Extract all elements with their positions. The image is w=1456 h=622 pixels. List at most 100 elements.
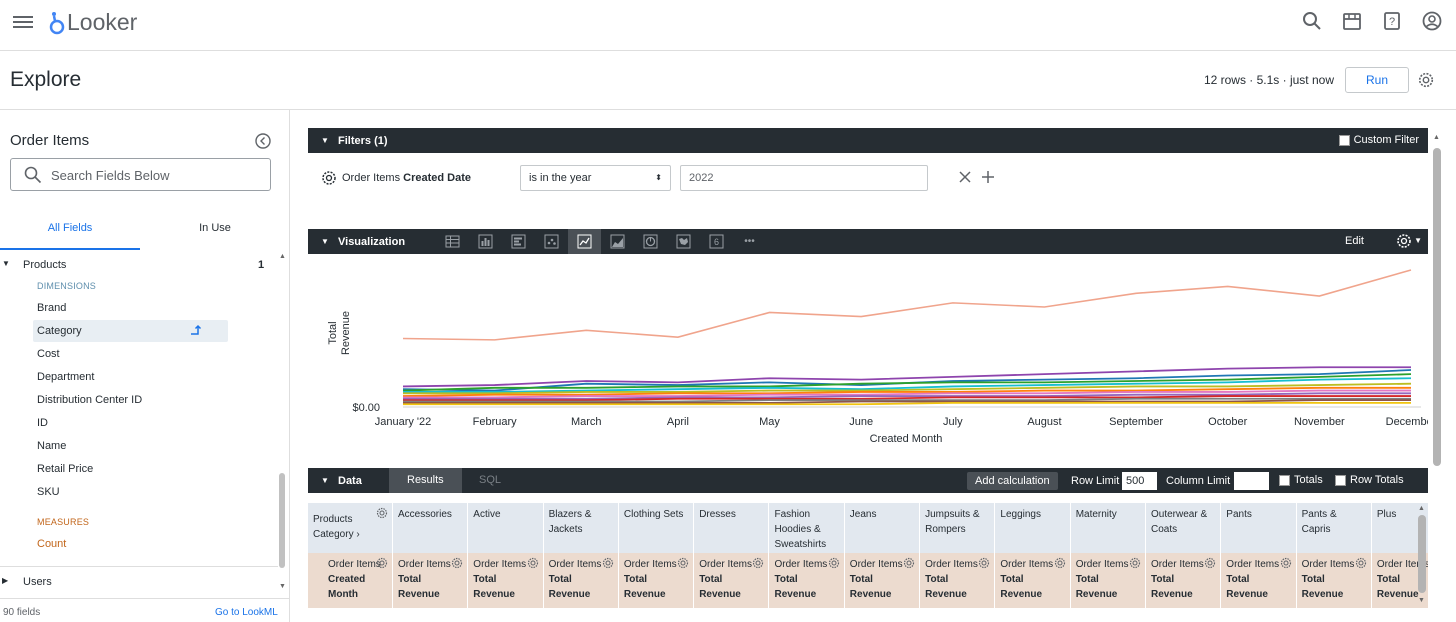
series-line[interactable]: [403, 399, 1411, 404]
pivot-column-header[interactable]: Pants: [1221, 503, 1297, 553]
scroll-thumb[interactable]: [279, 473, 285, 568]
scroll-thumb[interactable]: [1433, 148, 1441, 466]
column-gear-icon[interactable]: [1280, 557, 1292, 569]
view-group-products[interactable]: ▼ Products 1: [0, 256, 278, 276]
view-group-users[interactable]: ▶ Users: [0, 573, 278, 593]
measure-header-cell[interactable]: Order Items Total Revenue: [468, 553, 544, 608]
column-gear-icon[interactable]: [376, 557, 388, 569]
pivot-column-header[interactable]: Blazers & Jackets: [544, 503, 619, 553]
run-button[interactable]: Run: [1345, 67, 1409, 93]
add-filter-icon[interactable]: [981, 170, 995, 184]
viz-area-icon[interactable]: [601, 229, 634, 254]
field-id[interactable]: ID: [37, 417, 48, 429]
column-gear-icon[interactable]: [1054, 557, 1066, 569]
collapse-sidebar-icon[interactable]: [255, 133, 271, 149]
add-calculation-button[interactable]: Add calculation: [967, 472, 1058, 490]
measure-header-cell[interactable]: Order Items Total Revenue: [1297, 553, 1372, 608]
field-cost[interactable]: Cost: [37, 348, 60, 360]
viz-column-icon[interactable]: [469, 229, 502, 254]
measure-header-cell[interactable]: Order Items Total Revenue: [544, 553, 619, 608]
main-scrollbar[interactable]: ▲: [1433, 134, 1441, 470]
pivot-column-header[interactable]: Leggings: [995, 503, 1071, 553]
scroll-up-icon[interactable]: ▲: [1418, 505, 1425, 512]
field-department[interactable]: Department: [37, 371, 95, 383]
field-brand[interactable]: Brand: [37, 302, 67, 314]
measure-header-cell[interactable]: Order Items Total Revenue: [845, 553, 921, 608]
viz-edit-button[interactable]: Edit: [1345, 235, 1364, 247]
viz-map-icon[interactable]: [667, 229, 700, 254]
pivot-column-header[interactable]: Maternity: [1071, 503, 1146, 553]
measure-header-cell[interactable]: Order Items Total Revenue: [770, 553, 845, 608]
tab-results[interactable]: Results: [389, 468, 462, 493]
measure-header-cell[interactable]: Order Items Total Revenue: [1146, 553, 1222, 608]
viz-table-icon[interactable]: [436, 229, 469, 254]
totals-toggle[interactable]: Totals: [1279, 474, 1323, 486]
field-count[interactable]: Count: [37, 538, 67, 550]
column-gear-icon[interactable]: [527, 557, 539, 569]
sidebar-scrollbar[interactable]: ▲ ▼: [279, 253, 286, 599]
measure-header-cell[interactable]: Order Items Total Revenue: [694, 553, 770, 608]
measure-header-cell[interactable]: Order Items Total Revenue: [619, 553, 695, 608]
column-gear-icon[interactable]: [828, 557, 840, 569]
column-gear-icon[interactable]: [451, 557, 463, 569]
tab-in-use[interactable]: In Use: [199, 222, 231, 234]
totals-checkbox[interactable]: [1279, 474, 1290, 486]
series-line[interactable]: [403, 395, 1411, 402]
measure-header-cell[interactable]: Order Items Total Revenue: [1071, 553, 1146, 608]
column-gear-icon[interactable]: [903, 557, 915, 569]
filter-value-input[interactable]: 2022: [680, 165, 928, 191]
column-gear-icon[interactable]: [602, 557, 614, 569]
menu-icon[interactable]: [13, 13, 33, 31]
row-totals-toggle[interactable]: Row Totals: [1335, 474, 1404, 486]
looker-logo[interactable]: Looker: [49, 9, 137, 36]
series-line[interactable]: [403, 382, 1412, 395]
row-header-cell[interactable]: Order Items Created Month: [308, 553, 393, 608]
table-scrollbar[interactable]: ▲ ▼: [1418, 505, 1426, 605]
viz-more-icon[interactable]: •••: [744, 236, 755, 247]
viz-single-value-icon[interactable]: 6: [700, 229, 733, 254]
marketplace-icon[interactable]: [1342, 11, 1362, 31]
settings-gear-icon[interactable]: [1417, 71, 1435, 89]
data-bar[interactable]: ▼ Data Results SQL Add calculation Row L…: [308, 468, 1428, 493]
measure-header-cell[interactable]: Order Items Total Revenue: [1221, 553, 1297, 608]
help-icon[interactable]: ?: [1382, 11, 1402, 31]
go-to-lookml-link[interactable]: Go to LookML: [215, 607, 278, 618]
column-gear-icon[interactable]: [677, 557, 689, 569]
series-line[interactable]: [402, 386, 1411, 397]
measure-header-cell[interactable]: Order Items Total Revenue: [920, 553, 996, 608]
field-name[interactable]: Name: [37, 440, 67, 452]
scroll-thumb[interactable]: [1418, 515, 1426, 593]
pivot-column-header[interactable]: Plus: [1372, 503, 1428, 553]
measure-header-cell[interactable]: Order Items Total Revenue: [1372, 553, 1428, 608]
scroll-down-icon[interactable]: ▼: [1418, 597, 1425, 604]
row-totals-checkbox[interactable]: [1335, 474, 1346, 486]
column-gear-icon[interactable]: [978, 557, 990, 569]
field-category[interactable]: Category: [37, 325, 82, 337]
pivot-column-header[interactable]: Accessories: [393, 503, 469, 553]
viz-bar-icon[interactable]: [502, 229, 535, 254]
search-icon[interactable]: [1302, 11, 1322, 31]
filter-operator-select[interactable]: is in the year ⬍: [520, 165, 671, 191]
row-limit-input[interactable]: 500: [1122, 472, 1157, 490]
field-distribution-center-id[interactable]: Distribution Center ID: [37, 394, 143, 406]
field-sku[interactable]: SKU: [37, 486, 60, 498]
viz-scatter-icon[interactable]: [535, 229, 568, 254]
scroll-up-icon[interactable]: ▲: [1433, 134, 1440, 141]
pivot-column-header[interactable]: Fashion Hoodies & Sweatshirts: [770, 503, 845, 553]
series-line[interactable]: [403, 397, 1411, 403]
scroll-up-icon[interactable]: ▲: [279, 253, 286, 260]
series-line[interactable]: [402, 366, 1411, 388]
pivot-column-header[interactable]: Outerwear & Coats: [1146, 503, 1222, 553]
pivot-column-header[interactable]: Jeans: [845, 503, 921, 553]
tab-all-fields[interactable]: All Fields: [0, 216, 140, 250]
pivot-column-header[interactable]: Pants & Capris: [1297, 503, 1372, 553]
series-line[interactable]: [403, 392, 1411, 400]
custom-filter-checkbox[interactable]: [1338, 134, 1350, 146]
column-gear-icon[interactable]: [376, 507, 388, 519]
pivot-column-header[interactable]: Active: [468, 503, 544, 553]
custom-filter-toggle[interactable]: Custom Filter: [1338, 134, 1419, 146]
pivot-column-header[interactable]: Dresses: [694, 503, 770, 553]
column-gear-icon[interactable]: [1355, 557, 1367, 569]
column-gear-icon[interactable]: [752, 557, 764, 569]
measure-header-cell[interactable]: Order Items Total Revenue: [995, 553, 1071, 608]
